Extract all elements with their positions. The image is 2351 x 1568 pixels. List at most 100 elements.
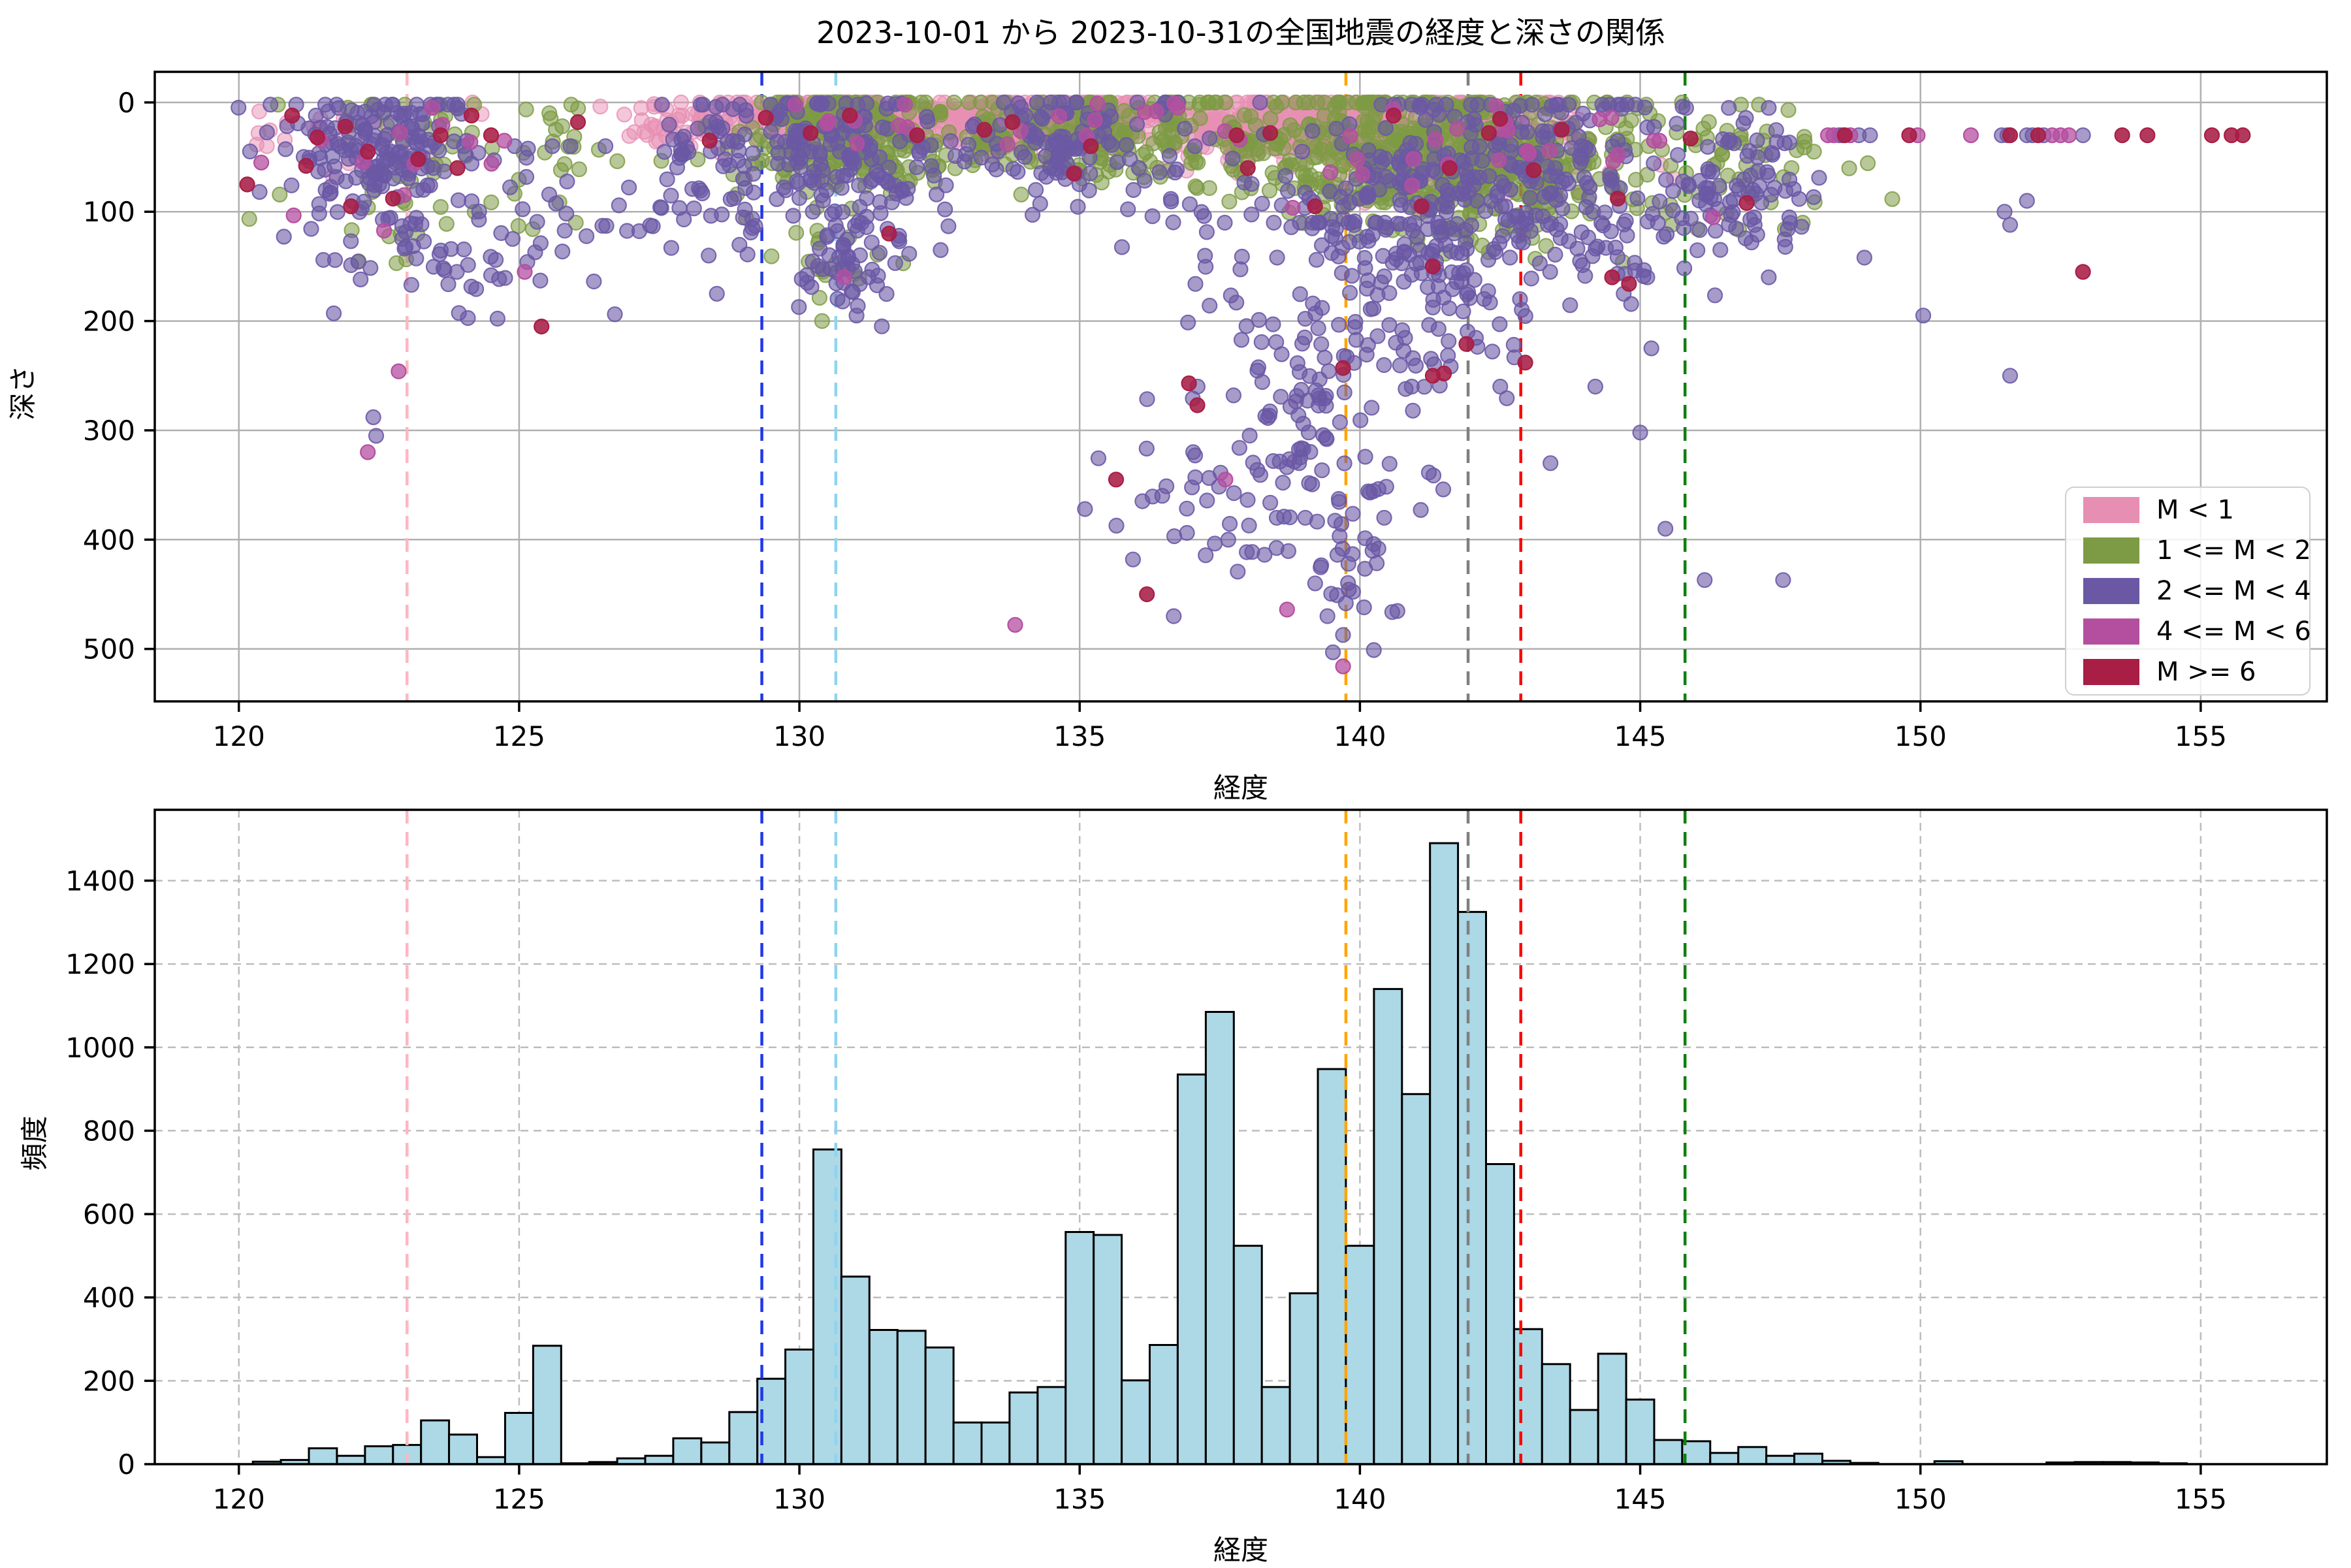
svg-text:500: 500 [83,633,135,665]
legend-item: 1 <= M < 2 [2083,536,2311,566]
histogram-bar [1512,1328,1543,1465]
svg-text:300: 300 [83,415,135,447]
svg-text:130: 130 [773,1483,825,1515]
histogram-bar [1485,1163,1515,1465]
histogram-bar [1401,1093,1431,1465]
histogram-bar [784,1349,814,1465]
svg-text:125: 125 [493,1483,545,1515]
svg-text:800: 800 [83,1115,135,1147]
histogram-bar [1625,1398,1655,1465]
svg-text:125: 125 [493,720,545,752]
histogram-bar [728,1411,759,1465]
legend-patch-icon [2083,659,2139,685]
histogram-bar [1541,1363,1571,1465]
svg-text:600: 600 [83,1198,135,1230]
histogram-bar [1064,1231,1095,1465]
histogram-spines [153,808,2328,1465]
histogram-bar [420,1419,451,1465]
scatter-ylabel: 深さ [7,365,39,421]
svg-text:140: 140 [1334,720,1386,752]
scatter-tick-labels: 120 125 130 135 140 145 150 155 0 100 200 300 400 500 [83,87,2227,752]
legend-item: M >= 6 [2083,657,2292,687]
svg-text:120: 120 [213,1483,265,1515]
scatter-spines [153,71,2328,703]
legend-label: M >= 6 [2156,657,2256,687]
histogram-ticks [144,879,2202,1475]
histogram-vlines [405,810,1687,1464]
legend-label: 4 <= M < 6 [2156,616,2311,647]
histogram-bar [1121,1379,1151,1465]
scatter-xlabel: 経度 [1213,772,1268,804]
svg-text:200: 200 [83,1365,135,1397]
histogram-bar [1457,910,1488,1465]
scatter-plot: 120 125 130 135 140 145 150 155 0 100 200 300 400 500 [83,71,2328,752]
histogram-xlabel: 経度 [1213,1534,1268,1566]
svg-text:1400: 1400 [65,865,135,897]
legend-patch-icon [2083,618,2139,645]
histogram-bar [1204,1011,1235,1465]
legend-label: 1 <= M < 2 [2156,536,2311,566]
histogram-ylabel: 頻度 [18,1115,51,1171]
histogram-bar [644,1454,675,1465]
svg-text:200: 200 [83,306,135,338]
histogram-bar [1288,1292,1319,1465]
svg-text:400: 400 [83,524,135,556]
scatter-ticks [144,101,2202,712]
svg-text:1000: 1000 [65,1032,135,1064]
histogram-bar [1793,1452,1824,1465]
histogram-bar [1036,1386,1067,1465]
histogram-bar [1429,842,1460,1465]
svg-text:130: 130 [773,720,825,752]
histogram-bar [1232,1245,1263,1465]
scatter-points-r [239,107,2251,603]
histogram-bar [1373,987,1403,1465]
figure-title: 2023-10-01 から 2023-10-31の全国地震の経度と深さの関係 [816,15,1665,50]
legend: M < 1 1 <= M < 2 2 <= M < 4 4 <= M < 6 M >= … [2065,487,2311,696]
histogram-bar [1149,1344,1179,1465]
svg-text:150: 150 [1895,720,1947,752]
svg-text:140: 140 [1334,1483,1386,1515]
histogram-bars [251,842,2188,1465]
histogram-bar [1709,1452,1740,1465]
histogram-plot: 120 125 130 135 140 145 150 155 0 200 400 600 800 100… [65,808,2328,1515]
histogram-bar [1093,1234,1123,1465]
histogram-bar [1597,1352,1627,1465]
histogram-bar [1260,1386,1291,1465]
histogram-bar [896,1330,927,1465]
svg-text:100: 100 [83,196,135,228]
histogram-bar [504,1412,534,1465]
histogram-bar [448,1433,478,1465]
histogram-bar [1765,1454,1796,1465]
svg-text:1200: 1200 [65,948,135,980]
histogram-bar [1008,1391,1039,1465]
histogram-bar [336,1454,366,1465]
histogram-bar [1345,1245,1375,1465]
svg-text:0: 0 [118,87,135,119]
legend-item: 2 <= M < 4 [2083,576,2311,606]
histogram-bar [840,1275,871,1465]
svg-text:155: 155 [2175,720,2227,752]
histogram-bar [924,1346,955,1465]
histogram-bar [700,1441,731,1465]
histogram-bar [1317,1068,1347,1465]
histogram-bar [1653,1439,1684,1465]
legend-label: M < 1 [2156,495,2234,525]
svg-text:145: 145 [1614,1483,1666,1515]
histogram-bar [672,1437,703,1465]
svg-text:145: 145 [1614,720,1666,752]
histogram-bar [1737,1446,1768,1465]
scatter-points-u [231,94,2091,660]
legend-item: M < 1 [2083,495,2292,525]
svg-text:120: 120 [213,720,265,752]
legend-label: 2 <= M < 4 [2156,576,2311,606]
histogram-bar [1681,1440,1712,1465]
histogram-bar [952,1421,983,1465]
histogram-bar [364,1445,394,1465]
svg-text:135: 135 [1053,1483,1106,1515]
legend-patch-icon [2083,497,2139,523]
histogram-bar [868,1329,899,1465]
svg-text:135: 135 [1053,720,1106,752]
histogram-bar [1569,1409,1599,1465]
svg-text:150: 150 [1895,1483,1947,1515]
